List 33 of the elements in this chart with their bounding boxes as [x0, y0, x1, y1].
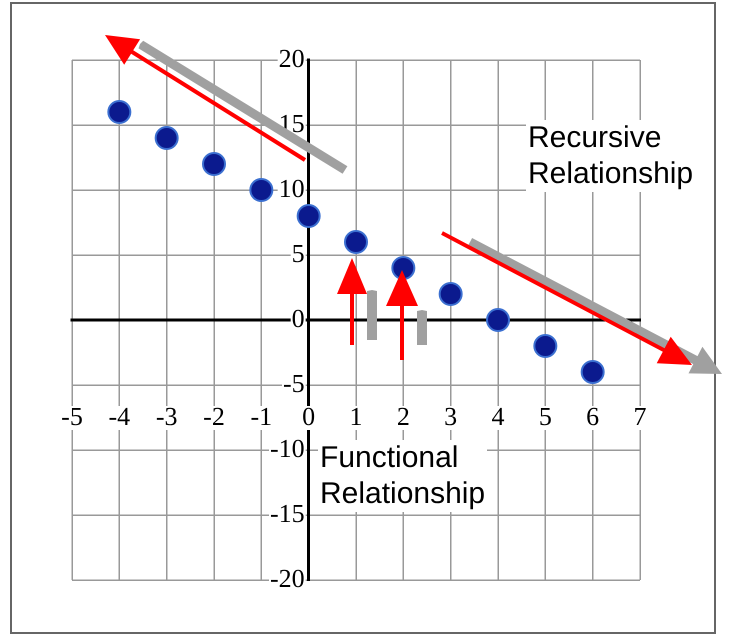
point [344, 230, 368, 254]
y-tick-label: -15 [270, 498, 305, 528]
y-tick-label: 10 [278, 174, 305, 203]
x-tick-label: 4 [492, 402, 504, 431]
x-tick-label: 3 [444, 402, 458, 431]
point [202, 152, 226, 176]
x-tick-label: 5 [538, 402, 552, 431]
x-tick-label: 1 [350, 402, 362, 431]
point [296, 204, 321, 228]
x-tick-label: 6 [586, 402, 600, 431]
x-tick-label: -4 [108, 402, 130, 431]
point [107, 100, 132, 124]
y-tick-label: 5 [292, 238, 305, 268]
annotation: Recursive Relationship [526, 120, 696, 192]
point [154, 126, 179, 150]
point [486, 308, 510, 332]
y-tick-label: 0 [292, 304, 305, 333]
annotation: Functional Relationship [318, 440, 488, 512]
point [533, 334, 558, 358]
point [580, 360, 605, 384]
point [438, 282, 463, 306]
x-tick-label: -2 [203, 402, 225, 431]
x-tick-label: -3 [156, 402, 178, 431]
y-tick-label: 20 [278, 44, 305, 73]
point [391, 256, 416, 280]
x-tick-label: -1 [250, 402, 272, 431]
x-tick-label: 2 [396, 402, 410, 431]
y-tick-label: -10 [270, 434, 305, 463]
x-tick-label: -5 [61, 402, 83, 431]
y-tick-label: -20 [270, 564, 305, 593]
x-tick-label: 7 [634, 402, 646, 431]
point [249, 178, 274, 202]
y-tick-label: -5 [282, 368, 305, 398]
